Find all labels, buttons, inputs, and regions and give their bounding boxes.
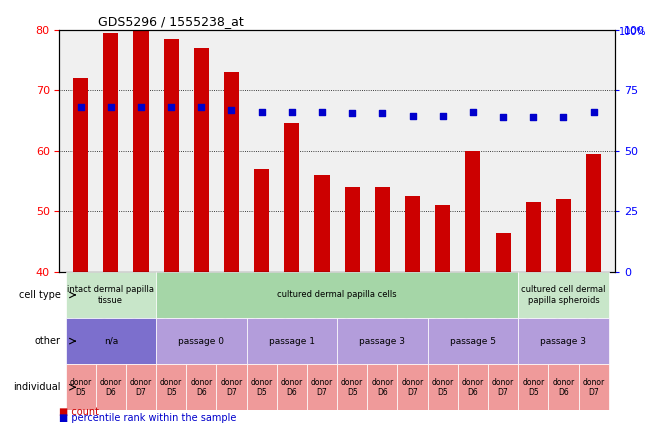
- FancyBboxPatch shape: [277, 364, 307, 410]
- Bar: [496, 233, 511, 272]
- FancyBboxPatch shape: [307, 364, 337, 410]
- FancyBboxPatch shape: [518, 318, 609, 364]
- Point: [106, 104, 116, 110]
- Bar: [254, 169, 269, 272]
- FancyBboxPatch shape: [397, 364, 428, 410]
- Text: passage 1: passage 1: [269, 337, 315, 346]
- Text: donor
D5: donor D5: [522, 378, 545, 397]
- Bar: [284, 124, 299, 272]
- Point: [588, 109, 599, 115]
- Text: donor
D6: donor D6: [462, 378, 484, 397]
- FancyBboxPatch shape: [156, 272, 518, 318]
- FancyBboxPatch shape: [458, 364, 488, 410]
- Point: [528, 113, 539, 120]
- Text: donor
D6: donor D6: [371, 378, 393, 397]
- Text: passage 3: passage 3: [360, 337, 405, 346]
- Text: passage 5: passage 5: [450, 337, 496, 346]
- Bar: [164, 38, 178, 272]
- Text: GDS5296 / 1555238_at: GDS5296 / 1555238_at: [98, 16, 244, 28]
- FancyBboxPatch shape: [65, 272, 156, 318]
- Text: donor
D5: donor D5: [69, 378, 92, 397]
- Bar: [315, 175, 330, 272]
- FancyBboxPatch shape: [156, 364, 186, 410]
- Text: donor
D7: donor D7: [582, 378, 605, 397]
- Text: passage 3: passage 3: [541, 337, 586, 346]
- Text: individual: individual: [13, 382, 61, 392]
- Point: [347, 110, 358, 117]
- Point: [467, 109, 478, 115]
- Bar: [435, 205, 450, 272]
- Point: [196, 104, 207, 110]
- Point: [407, 112, 418, 119]
- FancyBboxPatch shape: [518, 364, 549, 410]
- FancyBboxPatch shape: [247, 318, 337, 364]
- Text: cultured cell dermal
papilla spheroids: cultured cell dermal papilla spheroids: [521, 285, 605, 305]
- Text: 100%: 100%: [619, 27, 646, 37]
- FancyBboxPatch shape: [216, 364, 247, 410]
- Text: ■ percentile rank within the sample: ■ percentile rank within the sample: [59, 413, 237, 423]
- FancyBboxPatch shape: [65, 364, 96, 410]
- Text: other: other: [35, 336, 61, 346]
- Point: [166, 104, 176, 110]
- FancyBboxPatch shape: [488, 364, 518, 410]
- Text: ■ count: ■ count: [59, 407, 100, 417]
- FancyBboxPatch shape: [65, 318, 156, 364]
- Text: donor
D6: donor D6: [281, 378, 303, 397]
- Bar: [556, 199, 571, 272]
- Bar: [405, 196, 420, 272]
- Bar: [344, 187, 360, 272]
- Text: donor
D6: donor D6: [553, 378, 574, 397]
- Text: donor
D5: donor D5: [251, 378, 273, 397]
- FancyBboxPatch shape: [156, 318, 247, 364]
- Text: donor
D5: donor D5: [160, 378, 182, 397]
- Text: donor
D7: donor D7: [220, 378, 243, 397]
- Text: donor
D7: donor D7: [130, 378, 152, 397]
- Text: n/a: n/a: [104, 337, 118, 346]
- Bar: [194, 48, 209, 272]
- Bar: [525, 202, 541, 272]
- Point: [498, 113, 508, 120]
- Text: donor
D5: donor D5: [341, 378, 364, 397]
- Point: [438, 112, 448, 119]
- FancyBboxPatch shape: [518, 272, 609, 318]
- FancyBboxPatch shape: [126, 364, 156, 410]
- Bar: [134, 30, 149, 272]
- FancyBboxPatch shape: [186, 364, 216, 410]
- Text: donor
D6: donor D6: [190, 378, 212, 397]
- FancyBboxPatch shape: [428, 364, 458, 410]
- Text: intact dermal papilla
tissue: intact dermal papilla tissue: [67, 285, 154, 305]
- Point: [226, 106, 237, 113]
- Point: [317, 109, 327, 115]
- FancyBboxPatch shape: [337, 318, 428, 364]
- FancyBboxPatch shape: [337, 364, 368, 410]
- Point: [377, 110, 387, 117]
- Point: [136, 104, 146, 110]
- Text: donor
D5: donor D5: [432, 378, 454, 397]
- Text: cell type: cell type: [19, 290, 61, 300]
- FancyBboxPatch shape: [428, 318, 518, 364]
- Bar: [375, 187, 390, 272]
- Bar: [586, 154, 601, 272]
- Point: [558, 113, 568, 120]
- Text: donor
D7: donor D7: [401, 378, 424, 397]
- Bar: [224, 72, 239, 272]
- Point: [75, 104, 86, 110]
- Text: cultured dermal papilla cells: cultured dermal papilla cells: [278, 291, 397, 299]
- FancyBboxPatch shape: [368, 364, 397, 410]
- Text: donor
D7: donor D7: [311, 378, 333, 397]
- Text: donor
D6: donor D6: [100, 378, 122, 397]
- Text: donor
D7: donor D7: [492, 378, 514, 397]
- FancyBboxPatch shape: [247, 364, 277, 410]
- FancyBboxPatch shape: [578, 364, 609, 410]
- Bar: [465, 151, 481, 272]
- FancyBboxPatch shape: [96, 364, 126, 410]
- Text: passage 0: passage 0: [178, 337, 224, 346]
- FancyBboxPatch shape: [549, 364, 578, 410]
- Bar: [103, 33, 118, 272]
- Point: [287, 109, 297, 115]
- Bar: [73, 78, 88, 272]
- Point: [256, 109, 267, 115]
